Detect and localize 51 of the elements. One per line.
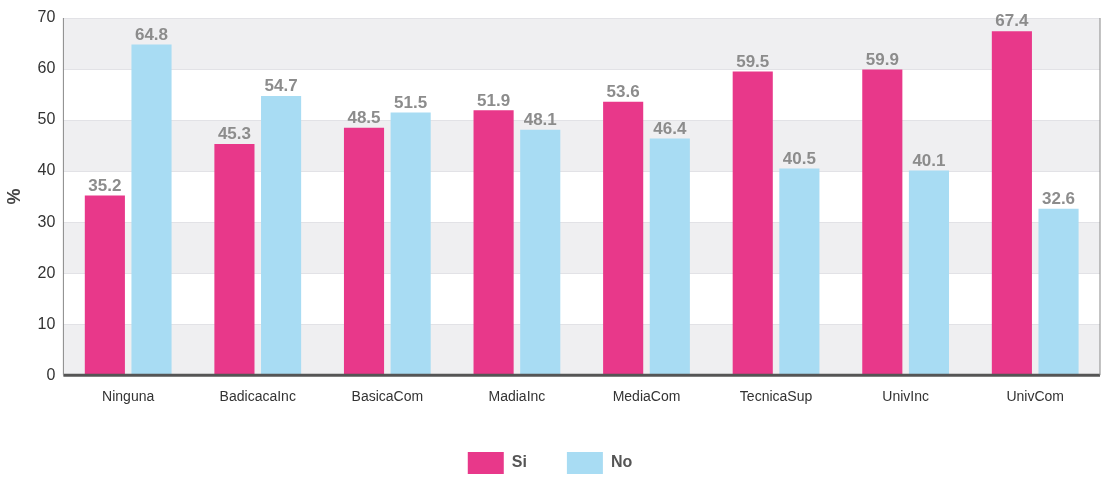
y-tick-label: 20 xyxy=(37,263,56,281)
bar xyxy=(603,101,644,375)
bar xyxy=(649,138,690,375)
x-tick-label: MadiaInc xyxy=(488,388,546,405)
bar xyxy=(520,129,561,375)
y-tick-label: 50 xyxy=(37,110,56,128)
data-label: 53.6 xyxy=(606,81,640,101)
legend-label: No xyxy=(610,453,633,471)
data-label: 48.1 xyxy=(523,109,557,129)
y-tick-label: 60 xyxy=(37,59,56,77)
data-label: 59.9 xyxy=(865,49,899,69)
y-axis-title: % xyxy=(3,188,24,205)
bar xyxy=(214,144,255,375)
y-tick-label: 0 xyxy=(46,365,56,383)
data-label: 40.5 xyxy=(782,148,816,168)
y-tick-label: 30 xyxy=(37,212,56,230)
bar xyxy=(908,170,950,375)
bar xyxy=(473,110,514,375)
bar xyxy=(732,71,773,375)
bar xyxy=(131,44,172,375)
bar xyxy=(1038,208,1079,375)
x-tick-label: Ninguna xyxy=(102,388,155,405)
x-tick-label: TecnicaSup xyxy=(739,388,813,405)
x-tick-label: BasicaCom xyxy=(351,388,424,405)
data-label: 51.9 xyxy=(477,90,511,110)
y-tick-label: 10 xyxy=(37,314,56,332)
data-label: 59.5 xyxy=(736,51,770,71)
y-tick-label: 40 xyxy=(37,161,56,179)
x-tick-label: UnivInc xyxy=(882,388,929,405)
data-label: 54.7 xyxy=(264,76,298,96)
bar xyxy=(343,127,385,375)
data-label: 46.4 xyxy=(653,118,687,138)
x-tick-label: MediaCom xyxy=(612,388,681,405)
data-label: 45.3 xyxy=(217,124,251,144)
data-label: 40.1 xyxy=(912,150,946,170)
y-tick-label: 70 xyxy=(37,8,56,26)
bar xyxy=(991,31,1032,375)
data-label: 48.5 xyxy=(347,107,381,127)
data-label: 51.5 xyxy=(394,92,428,112)
x-tick-label: BadicacaInc xyxy=(219,388,296,405)
x-tick-label: UnivCom xyxy=(1006,388,1064,405)
data-label: 67.4 xyxy=(995,11,1029,31)
data-label: 32.6 xyxy=(1041,189,1076,209)
bar xyxy=(390,112,431,375)
bar xyxy=(261,96,302,375)
bar xyxy=(84,195,125,375)
data-label: 64.8 xyxy=(134,24,169,44)
bar xyxy=(779,168,820,375)
legend-label: Si xyxy=(511,453,527,471)
data-label: 35.2 xyxy=(88,175,122,195)
bar xyxy=(862,69,903,375)
